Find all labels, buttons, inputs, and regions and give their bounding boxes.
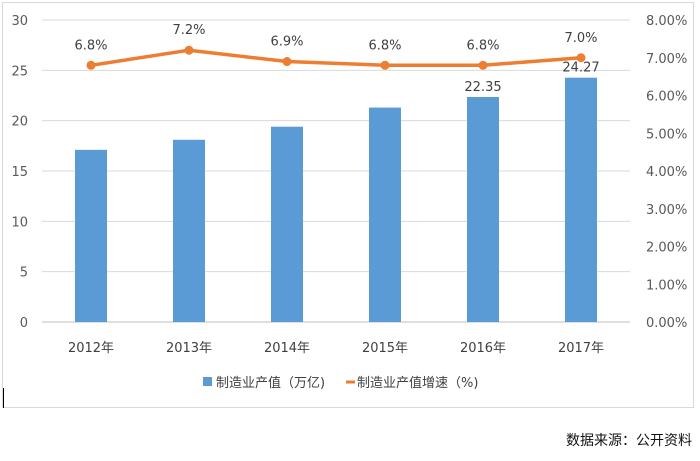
bar: [369, 107, 401, 322]
y-left-tick-label: 30: [11, 14, 28, 29]
bar-data-label: 24.27: [562, 61, 599, 76]
legend-bar-swatch: [203, 377, 212, 386]
growth-data-label: 7.0%: [564, 31, 597, 46]
growth-point: [282, 57, 292, 67]
growth-data-label: 6.8%: [74, 38, 107, 53]
y-left-tick-label: 10: [11, 215, 28, 230]
x-tick-label: 2012年: [68, 341, 114, 356]
legend-line-label: 制造业产值增速（%): [357, 375, 478, 391]
bar-data-label: 22.35: [464, 80, 501, 95]
growth-point: [86, 60, 96, 70]
y-left-tick-label: 15: [11, 165, 28, 180]
growth-point: [478, 60, 488, 70]
y-right-tick-label: 5.00%: [646, 127, 687, 142]
bar: [173, 139, 205, 322]
y-left-tick-label: 5: [20, 266, 28, 281]
text-cursor: [3, 388, 4, 408]
growth-point: [576, 53, 586, 63]
bar: [565, 77, 597, 322]
growth-line: [90, 48, 582, 68]
x-tick-label: 2015年: [362, 341, 408, 356]
growth-data-label: 7.2%: [172, 23, 205, 38]
y-left-tick-label: 25: [11, 64, 28, 79]
bar: [467, 97, 499, 322]
growth-data-label: 6.8%: [368, 38, 401, 53]
y-right-tick-label: 7.00%: [646, 52, 687, 67]
y-right-tick-label: 1.00%: [646, 278, 687, 293]
growth-point: [184, 45, 194, 55]
y-left-tick-label: 20: [11, 115, 28, 130]
y-right-tick-label: 2.00%: [646, 241, 687, 256]
bar: [271, 126, 303, 322]
growth-point: [380, 60, 390, 70]
growth-data-label: 6.8%: [466, 38, 499, 53]
source-note: 数据来源：公开资料: [566, 433, 692, 449]
x-tick-label: 2017年: [558, 341, 604, 356]
y-left-tick-label: 0: [20, 316, 28, 331]
x-tick-label: 2014年: [264, 341, 310, 356]
legend-bar-label: 制造业产值（万亿): [216, 375, 325, 391]
y-right-tick-label: 6.00%: [646, 90, 687, 105]
bar: [75, 149, 107, 322]
x-tick-label: 2016年: [460, 341, 506, 356]
growth-data-label: 6.9%: [270, 35, 303, 50]
y-right-tick-label: 8.00%: [646, 14, 687, 29]
x-tick-label: 2013年: [166, 341, 212, 356]
y-right-tick-label: 3.00%: [646, 203, 687, 218]
combo-chart: 0 5 10 15 20 25 30 0.00% 1.00% 2.00% 3.00% 4.00% 5.0…: [11, 14, 687, 391]
y-right-tick-label: 0.00%: [646, 316, 687, 331]
y-right-tick-label: 4.00%: [646, 165, 687, 180]
